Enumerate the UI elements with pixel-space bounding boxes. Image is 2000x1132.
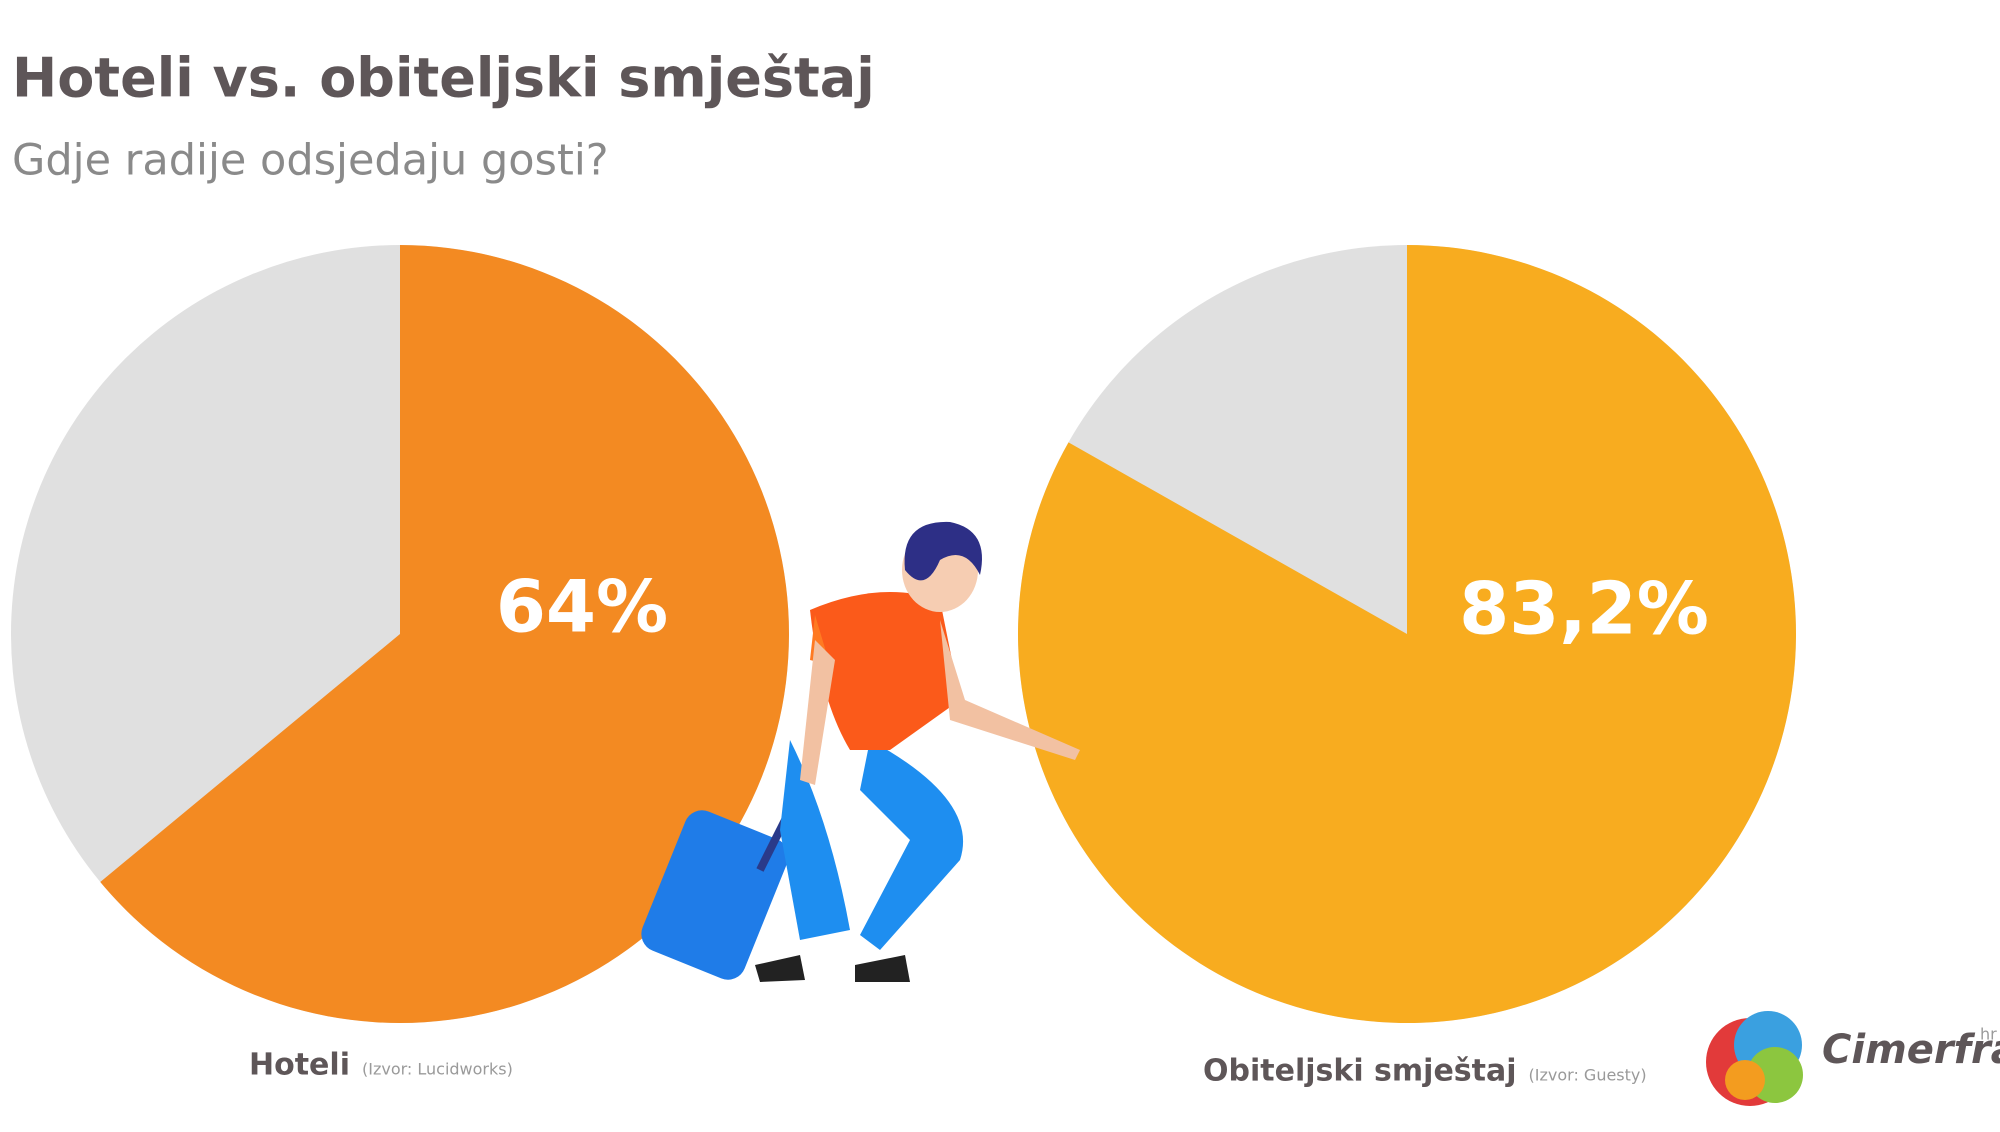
value-label: 64%: [496, 565, 668, 649]
subtitle: Gdje radije odsjedaju gosti?: [12, 136, 609, 186]
pie-chart: 64% Hoteli (Izvor: Lucidworks): [11, 245, 790, 1083]
traveler-illustration: [641, 521, 1080, 982]
value-label: 83,2%: [1459, 567, 1709, 651]
pie-chart: 83,2% Obiteljski smještaj (Izvor: Guesty): [1017, 245, 1797, 1089]
pie-source: (Izvor: Guesty): [1529, 1066, 1647, 1085]
pie-label: Obiteljski smještaj: [1203, 1054, 1517, 1089]
pie-slice: [100, 245, 790, 1024]
charts: 64% Hoteli (Izvor: Lucidworks) 83,2% Obitelj…: [11, 245, 1797, 1089]
logo: Cimerfraj hr: [1706, 1011, 2000, 1106]
title: Hoteli vs. obiteljski smještaj: [12, 47, 875, 110]
logo-suffix: hr: [1980, 1025, 1997, 1044]
pie-source: (Izvor: Lucidworks): [362, 1060, 513, 1079]
pie-slice: [1017, 245, 1797, 1024]
pie-label: Hoteli: [249, 1048, 350, 1083]
logo-name: Cimerfraj: [1822, 1027, 2000, 1073]
